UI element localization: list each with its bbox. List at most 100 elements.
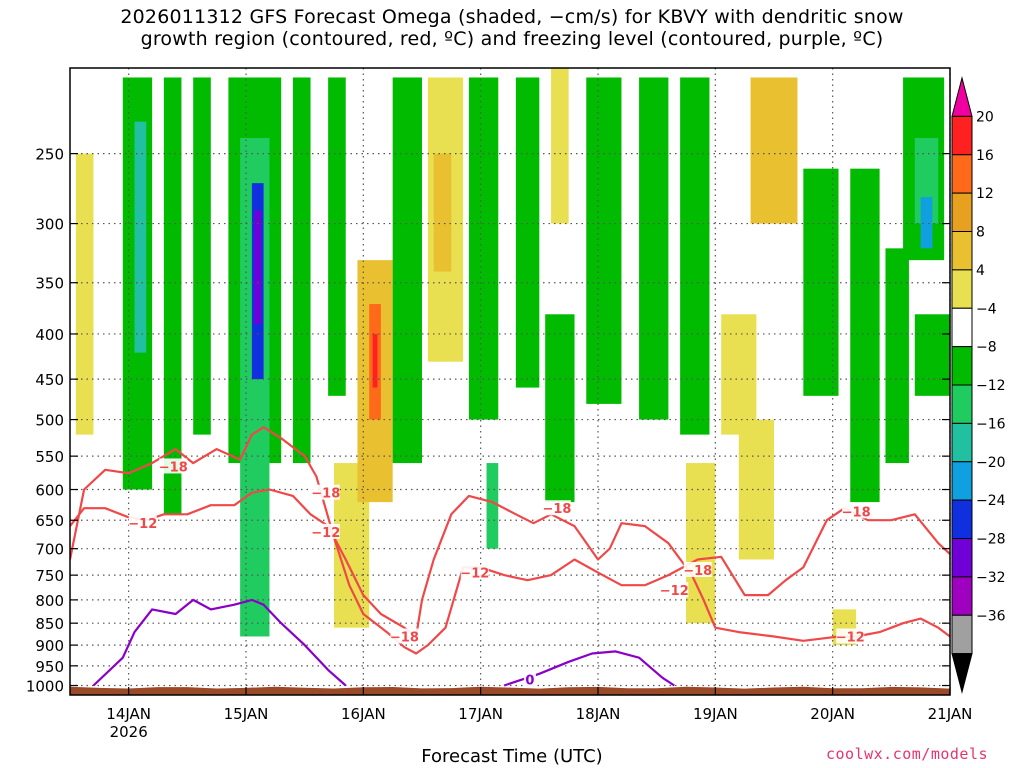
contour-label-bg-7 xyxy=(683,561,712,577)
x-tick-label-21: 21JAN xyxy=(928,705,973,723)
y-tick-label-250: 250 xyxy=(35,146,64,164)
contour-label-10: −12 xyxy=(836,630,865,645)
colorbar-label-4: 4 xyxy=(976,263,985,279)
colorbar-top-arrow xyxy=(951,76,973,117)
y-tick-label-800: 800 xyxy=(35,592,64,610)
contour-label-bg-11 xyxy=(523,671,536,687)
contour-label-2: −18 xyxy=(311,487,340,502)
omega-region-18 xyxy=(468,77,499,420)
omega-region-20 xyxy=(515,77,540,388)
omega-region-2 xyxy=(163,77,182,515)
y-tick-label-900: 900 xyxy=(35,637,64,655)
contour-label-4: −18 xyxy=(390,630,419,645)
y-tick-label-650: 650 xyxy=(35,512,64,530)
omega-region-3 xyxy=(193,77,211,435)
y-tick-label-300: 300 xyxy=(35,216,64,234)
omega-shading xyxy=(75,68,950,646)
contour-label-8: −12 xyxy=(660,584,689,599)
x-tick-sublabel-14: 2026 xyxy=(110,723,148,741)
omega-region-36 xyxy=(721,314,757,435)
colorbar-label-9: −20 xyxy=(976,455,1006,471)
y-axis: 250 300 350 400 450 500 550 600 650 700 750 800 850 9… xyxy=(26,146,950,696)
colorbar-label-13: −36 xyxy=(976,608,1006,624)
omega-region-15 xyxy=(392,77,422,464)
omega-region-27 xyxy=(750,77,798,224)
colorbar-label-11: −28 xyxy=(976,532,1006,548)
omega-region-22 xyxy=(551,68,569,224)
contour-label-bg-5 xyxy=(460,564,489,580)
colorbar-label-2: 12 xyxy=(976,186,994,202)
colorbar-swatch-3 xyxy=(951,192,973,232)
colorbar-swatch-12 xyxy=(951,538,973,578)
contour-label-bg-6 xyxy=(542,500,571,516)
omega-region-29 xyxy=(803,168,839,396)
omega-region-9 xyxy=(328,77,346,396)
colorbar-swatch-13 xyxy=(951,576,973,616)
contour-label-bg-2 xyxy=(311,484,340,500)
x-tick-label-15: 15JAN xyxy=(224,705,269,723)
contour-label-3: −12 xyxy=(311,526,340,541)
y-tick-label-400: 400 xyxy=(35,326,64,344)
omega-region-24 xyxy=(639,77,669,420)
contour-label-bg-8 xyxy=(660,582,689,598)
contour-label-11: 0 xyxy=(525,674,534,689)
colorbar-swatch-14 xyxy=(951,614,973,655)
colorbar-swatch-1 xyxy=(951,115,973,156)
omega-region-8 xyxy=(292,77,311,464)
omega-region-31 xyxy=(885,248,909,464)
colorbar-label-3: 8 xyxy=(976,225,985,241)
y-tick-label-450: 450 xyxy=(35,371,64,389)
colorbar-label-10: −24 xyxy=(976,493,1006,509)
y-tick-label-850: 850 xyxy=(35,615,64,633)
colorbar-label-7: −12 xyxy=(976,378,1006,394)
contour-line-3 xyxy=(503,650,675,687)
omega-region-28 xyxy=(738,419,774,560)
temperature-contours xyxy=(70,426,950,687)
colorbar-swatch-4 xyxy=(951,231,973,271)
contour-label-bg-1 xyxy=(128,515,157,531)
colorbar-label-6: −8 xyxy=(976,340,997,356)
terrain-fill xyxy=(70,686,950,695)
grid-lines xyxy=(70,68,951,695)
x-axis-title: Forecast Time (UTC) xyxy=(421,746,603,767)
colorbar: 20 16 12 8 4 −4 −8 −12 −16 −20 −24 −28 −32 −36 xyxy=(951,76,1006,694)
omega-region-26 xyxy=(686,463,716,624)
contour-labels: −18 −12 −18 −12 −18 −12 −18 −18 −12 −18 −12 0 xyxy=(128,458,871,689)
omega-region-30 xyxy=(850,168,880,503)
y-tick-label-950: 950 xyxy=(35,658,64,676)
y-tick-label-600: 600 xyxy=(35,482,64,500)
contour-label-9: −18 xyxy=(842,505,871,520)
y-tick-label-700: 700 xyxy=(35,541,64,559)
colorbar-swatch-5 xyxy=(951,269,973,309)
x-tick-label-17: 17JAN xyxy=(458,705,503,723)
colorbar-swatch-6 xyxy=(951,307,973,348)
colorbar-swatch-7 xyxy=(951,346,973,386)
omega-region-17 xyxy=(433,153,452,272)
omega-region-21 xyxy=(545,314,575,503)
contour-label-6: −18 xyxy=(542,502,571,517)
y-tick-label-500: 500 xyxy=(35,412,64,430)
omega-region-23 xyxy=(586,77,622,404)
y-tick-label-550: 550 xyxy=(35,448,64,466)
colorbar-swatch-9 xyxy=(951,422,973,463)
title-line-2: growth region (contoured, red, ºC) and f… xyxy=(140,28,884,50)
colorbar-label-1: 16 xyxy=(976,148,994,164)
omega-region-10 xyxy=(75,153,94,435)
y-tick-label-1000: 1000 xyxy=(26,678,64,696)
x-tick-label-20: 20JAN xyxy=(810,705,855,723)
colorbar-swatch-8 xyxy=(951,384,973,424)
omega-region-7 xyxy=(254,210,262,325)
contour-label-7: −18 xyxy=(683,564,712,579)
colorbar-label-0: 20 xyxy=(976,109,994,125)
contour-line-2 xyxy=(92,598,347,687)
omega-region-34 xyxy=(920,197,933,249)
x-tick-label-14: 14JAN xyxy=(106,705,151,723)
omega-region-1 xyxy=(134,121,147,353)
omega-region-19 xyxy=(486,463,499,549)
y-tick-label-350: 350 xyxy=(35,275,64,293)
omega-region-25 xyxy=(680,77,710,435)
colorbar-swatch-10 xyxy=(951,461,973,501)
colorbar-label-12: −32 xyxy=(976,570,1006,586)
